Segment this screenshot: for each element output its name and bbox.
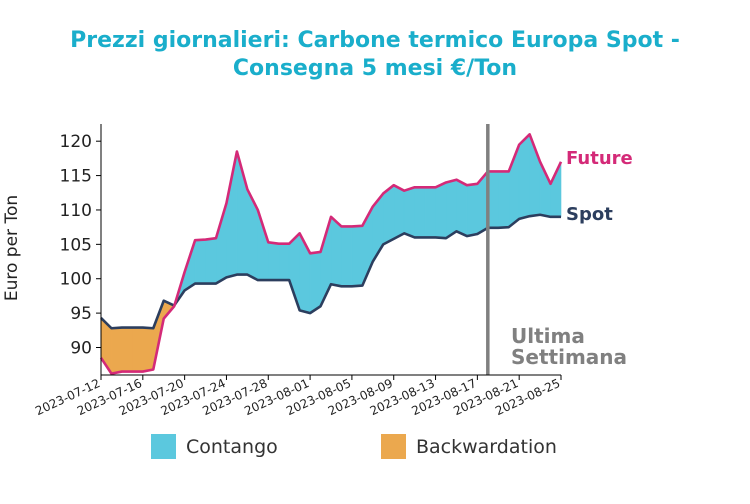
- contango-fill-segment: [403, 186, 415, 238]
- y-tick-label: 120: [60, 132, 92, 152]
- contango-fill-segment: [257, 209, 269, 281]
- y-tick-label: 115: [60, 167, 92, 187]
- series-label-spot: Spot: [566, 204, 613, 225]
- annotation-line-2: Settimana: [511, 345, 627, 369]
- legend-swatch-contango: [151, 434, 176, 459]
- y-tick-label: 105: [60, 235, 92, 255]
- contango-fill-segment: [351, 225, 363, 287]
- y-tick-label: 90: [70, 338, 92, 358]
- contango-fill-segment: [226, 151, 238, 278]
- legend-label-contango: Contango: [186, 436, 278, 458]
- series-lines: [99, 124, 563, 375]
- contango-fill-segment: [456, 179, 468, 237]
- contango-fill-segment: [278, 243, 290, 281]
- backwardation-fill-segment: [121, 327, 133, 372]
- y-tick-label: 110: [60, 201, 92, 221]
- series-labels: Future Spot: [566, 148, 633, 225]
- backwardation-fill-segment: [132, 327, 144, 372]
- chart-title-line-2: Consegna 5 mesi €/Ton: [233, 56, 517, 81]
- contango-fill-segment: [414, 186, 426, 238]
- y-tick-label: 100: [60, 270, 92, 290]
- contango-fill-segment: [497, 171, 510, 229]
- contango-fill-segment: [341, 226, 353, 287]
- contango-fill-segment: [267, 241, 280, 281]
- y-tick-label: 95: [70, 304, 92, 324]
- series-label-future: Future: [566, 148, 633, 169]
- series-line-future: [99, 133, 563, 375]
- backwardation-fill-segment: [111, 327, 123, 374]
- contango-fill-segment: [518, 133, 530, 220]
- legend: Contango Backwardation: [151, 434, 557, 459]
- contango-fill-segment: [309, 251, 321, 314]
- legend-swatch-backwardation: [381, 434, 406, 459]
- contango-fill-segment: [205, 237, 217, 284]
- contango-fill-segment: [393, 184, 405, 240]
- contango-fill-segment: [466, 183, 478, 237]
- contango-fill-segment: [424, 186, 436, 238]
- annotation-line-1: Ultima: [511, 324, 585, 348]
- contango-fill-segment: [435, 181, 447, 239]
- backwardation-fill-segment: [142, 327, 154, 372]
- contango-fill-segment: [382, 184, 395, 245]
- contango-fill-segment: [215, 202, 227, 285]
- contango-fill-segment: [247, 189, 259, 281]
- contango-fill-segment: [194, 239, 206, 284]
- contango-fill-segment: [330, 216, 342, 287]
- y-axis-title: Euro per Ton: [2, 195, 22, 301]
- contango-fill-segment: [445, 179, 457, 239]
- legend-label-backwardation: Backwardation: [416, 436, 557, 458]
- series-line-spot: [100, 213, 561, 330]
- chart-title-line-1: Prezzi giornalieri: Carbone termico Euro…: [70, 28, 680, 53]
